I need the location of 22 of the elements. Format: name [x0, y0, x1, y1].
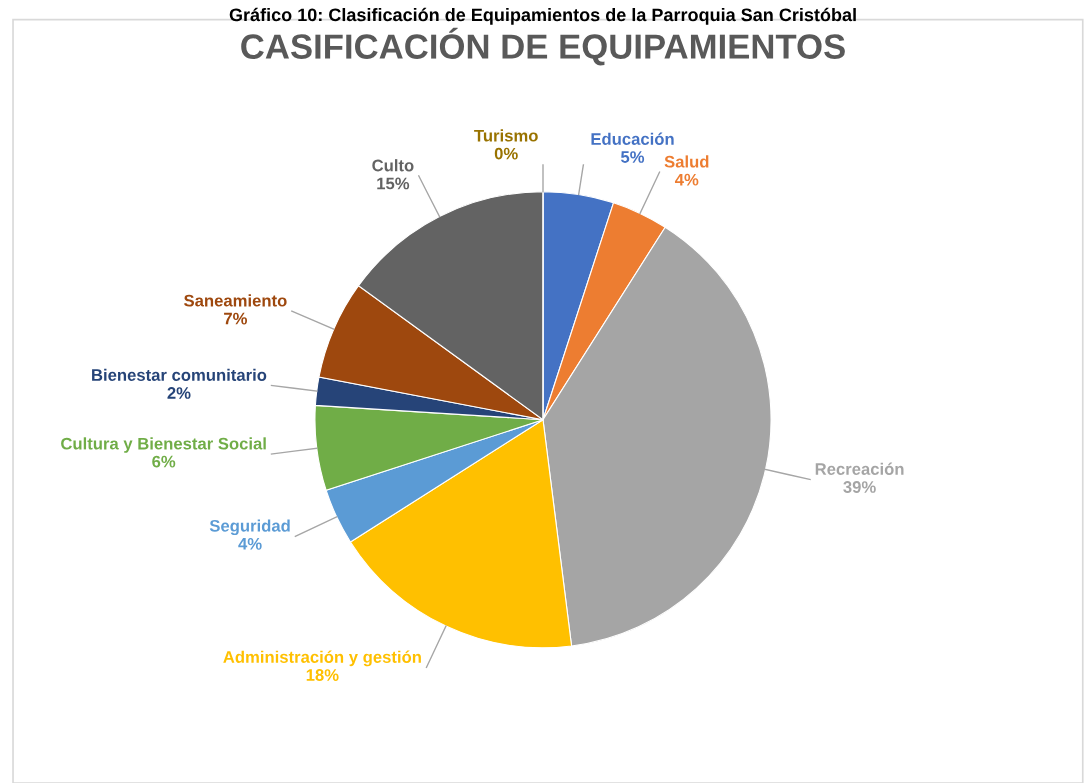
slice-label: Saneamiento: [184, 294, 287, 307]
category-label: Turismo: [474, 129, 538, 142]
text: 0%: [494, 147, 518, 160]
slice-label: Bienestar comunitario: [92, 368, 267, 381]
data-label: 6%: [152, 455, 176, 468]
data-label: 7%: [224, 312, 248, 325]
data-label: 2%: [167, 387, 191, 399]
slice-label: Administración y gestión: [223, 650, 421, 667]
data-label: 15%: [377, 177, 410, 190]
data-label: 4%: [238, 537, 262, 550]
data-label: 4%: [674, 173, 699, 186]
slice-label: Seguridad: [209, 519, 290, 536]
data-label: 18%: [306, 669, 339, 681]
slice-label: Cultura y Bienestar Social: [61, 437, 266, 453]
slice-label: Culto: [372, 159, 414, 172]
text: Gráfico 10: Clasificación de Equipamientos de la Parroquia San Cristóbal: [229, 7, 856, 25]
data-label: 39%: [843, 481, 876, 493]
chart-title: CASIFICACIÓN DE EQUIPAMIENTOS: [241, 27, 845, 66]
slice-label: Salud: [664, 155, 709, 168]
slice-label: Educación: [591, 132, 674, 145]
slice-label: Recreación: [815, 462, 904, 475]
data-label: 5%: [620, 151, 645, 163]
